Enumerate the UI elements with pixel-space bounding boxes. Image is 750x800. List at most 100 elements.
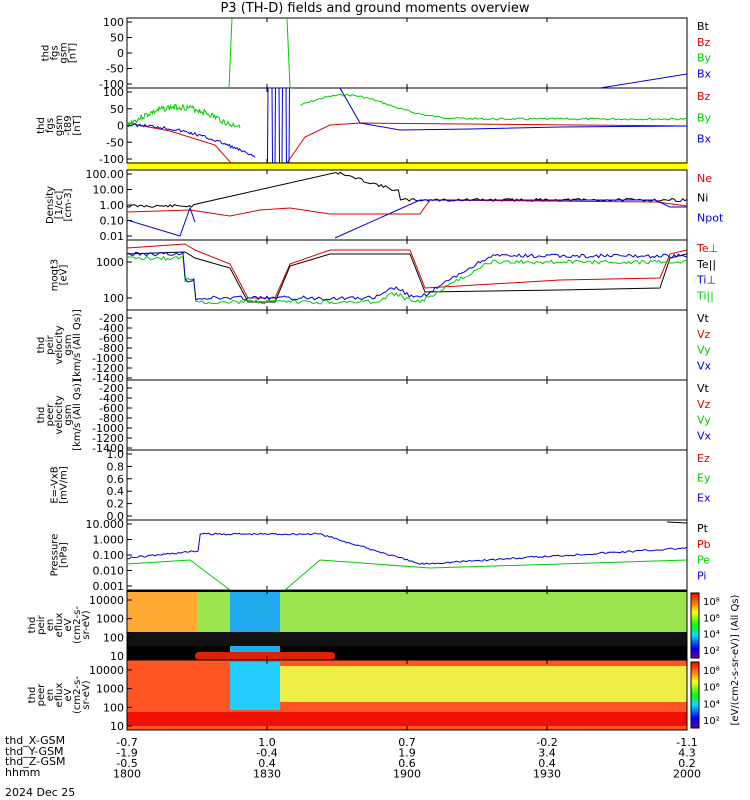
panel-1-ytick-label: 50 bbox=[110, 103, 124, 116]
panel-6-legend-Ez: Ez bbox=[697, 452, 710, 465]
ion-dark-band bbox=[127, 632, 687, 646]
panel-4-ylabel: gsm bbox=[63, 334, 74, 355]
x-axis-value: 1.9 bbox=[398, 747, 416, 760]
panel-5-ylabel: velocity bbox=[54, 395, 65, 434]
panel-2-ylabel: Density bbox=[45, 186, 56, 224]
panel-5-ylabel: [km/s (All Qs)] bbox=[72, 379, 83, 451]
panel-4-ytick-label: -200 bbox=[99, 312, 124, 325]
x-axis-value: 1.0 bbox=[258, 736, 276, 749]
panel-frame-7 bbox=[126, 519, 688, 591]
panel-2-legend-Ne: Ne bbox=[697, 172, 712, 185]
panel-3-ytick-label: 100 bbox=[103, 292, 124, 305]
panel-2-ytick-label: 0.01 bbox=[100, 230, 125, 243]
panel-8-ytick-label: 100 bbox=[103, 631, 124, 644]
electron-flux-band bbox=[237, 666, 687, 702]
panel-1-bx-trace-b bbox=[262, 88, 292, 163]
panel-2-ytick-label: 100.00 bbox=[86, 168, 125, 181]
colorbar-1-label: 10² bbox=[703, 716, 720, 727]
panel-1-ylabel: gsm bbox=[54, 115, 65, 136]
panel-8-ylabel: thd bbox=[27, 617, 38, 634]
panel-7-ytick-label: 0.010 bbox=[93, 565, 125, 578]
panel-1-ylabel: [nT] bbox=[72, 115, 83, 135]
panel-6-ytick-label: 0.8 bbox=[107, 460, 125, 473]
panel-4-ylabel: velocity bbox=[54, 325, 65, 364]
x-axis-value: 0.6 bbox=[398, 757, 416, 770]
panel-1-bx-trace-c bbox=[339, 88, 687, 131]
panel-9-ylabel: thd bbox=[27, 687, 38, 704]
panel-2-ytick-label: 0.10 bbox=[100, 215, 125, 228]
x-row-label-0: thd_X-GSM bbox=[5, 734, 66, 747]
panel-7-pt-trace bbox=[666, 521, 687, 524]
panel-5-ylabel: gsm bbox=[63, 404, 74, 425]
x-axis-value: -0.7 bbox=[116, 736, 137, 749]
panel-6-legend-Ex: Ex bbox=[697, 491, 711, 504]
panel-0-bx-trace bbox=[599, 73, 687, 88]
x-row-label-1: thd_Y-GSM bbox=[5, 744, 64, 758]
colorbar-1 bbox=[690, 661, 700, 729]
panel-7-legend-Pe: Pe bbox=[697, 554, 710, 567]
panel-4-legend-Vz: Vz bbox=[697, 328, 711, 341]
panel-0-ylabel: gsm bbox=[59, 42, 70, 63]
panel-2-npot-trace-b bbox=[334, 199, 687, 239]
status-bar bbox=[127, 162, 687, 170]
panel-8-ylabel: eflux bbox=[54, 613, 65, 638]
panel-7-pe-trace bbox=[127, 559, 687, 590]
x-row-label-2: thd_Z-GSM bbox=[5, 755, 66, 768]
panel-9-ytick-label: 10000 bbox=[89, 664, 124, 677]
panel-5-ytick-label: -600 bbox=[99, 402, 124, 415]
panel-6-ytick-label: 0.6 bbox=[107, 473, 125, 486]
panel-0-legend-Bt: Bt bbox=[697, 20, 710, 33]
panel-6-ytick-label: 0.2 bbox=[107, 498, 125, 511]
colorbar-1-label: 10⁸ bbox=[703, 666, 720, 677]
panel-5-ytick-label: -1200 bbox=[92, 432, 124, 445]
panel-1-by-trace-a bbox=[127, 103, 241, 129]
panel-9-ylabel: en bbox=[45, 689, 56, 702]
panel-2-legend-Ni: Ni bbox=[697, 192, 708, 205]
x-row-label-3: hhmm bbox=[5, 765, 41, 779]
panel-3-legend-Ti||: Ti|| bbox=[696, 289, 714, 302]
panel-1-legend-Bx: Bx bbox=[697, 133, 712, 146]
colorbar-0 bbox=[690, 592, 700, 659]
panel-1-by-trace-b bbox=[299, 93, 687, 121]
panel-3-teperp-trace bbox=[127, 243, 687, 299]
panel-5-legend-Vy: Vy bbox=[697, 414, 711, 427]
panel-1-ytick-label: 0 bbox=[117, 120, 124, 133]
panel-0-ytick-label: 0 bbox=[117, 47, 124, 60]
panel-0-ytick-label: -50 bbox=[106, 63, 124, 76]
panel-9-ylabel: eV bbox=[63, 688, 74, 701]
x-axis-value: 1800 bbox=[113, 768, 141, 781]
panel-0-legend-Bx: Bx bbox=[697, 67, 712, 80]
x-axis-value: -0.2 bbox=[536, 736, 557, 749]
panel-5-legend-Vt: Vt bbox=[697, 382, 710, 395]
panel-1-ytick-label: 100 bbox=[103, 86, 124, 99]
panel-9-ylabel: eflux bbox=[54, 683, 65, 708]
panel-4-ytick-label: -1200 bbox=[92, 362, 124, 375]
panel-frame-6 bbox=[126, 449, 688, 521]
panel-4-ylabel: thd bbox=[36, 337, 47, 354]
panel-8-ylabel: eV bbox=[63, 618, 74, 631]
panel-3-legend-Te⊥: Te⊥ bbox=[696, 242, 718, 255]
ion-lobe-region bbox=[230, 592, 280, 658]
panel-2-legend-Npot: Npot bbox=[697, 211, 724, 224]
panel-4-ytick-label: -600 bbox=[99, 332, 124, 345]
colorbar-1-label: 10⁴ bbox=[703, 699, 720, 710]
panel-3-tepar-trace bbox=[127, 251, 687, 303]
panel-5-legend-Vx: Vx bbox=[697, 429, 712, 442]
panel-2-ytick-label: 10.00 bbox=[93, 184, 125, 197]
panel-7-legend-Pb: Pb bbox=[697, 538, 711, 551]
panel-frame-0 bbox=[126, 17, 688, 89]
panel-3-ytick-label: 1000 bbox=[96, 256, 124, 269]
panel-3-ylabel: [eV] bbox=[59, 265, 70, 286]
panel-9-ytick-label: 10 bbox=[110, 720, 124, 733]
panel-5-ytick-label: -1400 bbox=[92, 442, 124, 455]
panel-5-ylabel: thd bbox=[36, 407, 47, 424]
x-axis-value: -0.4 bbox=[256, 747, 277, 760]
x-axis-value: 0.4 bbox=[538, 757, 556, 770]
panel-9-ylabel: peer bbox=[36, 683, 47, 707]
panel-3-ylabel: moqt3 bbox=[50, 259, 61, 292]
panel-1-ylabel: -t89 bbox=[63, 115, 74, 135]
panel-7-ytick-label: 0.100 bbox=[93, 549, 125, 562]
panel-1-legend-Bz: Bz bbox=[697, 90, 711, 103]
x-axis-row-labels: thd_X-GSM thd_Y-GSM thd_Z-GSM hhmm bbox=[5, 734, 66, 779]
panel-7-legend-Pi: Pi bbox=[697, 569, 706, 582]
